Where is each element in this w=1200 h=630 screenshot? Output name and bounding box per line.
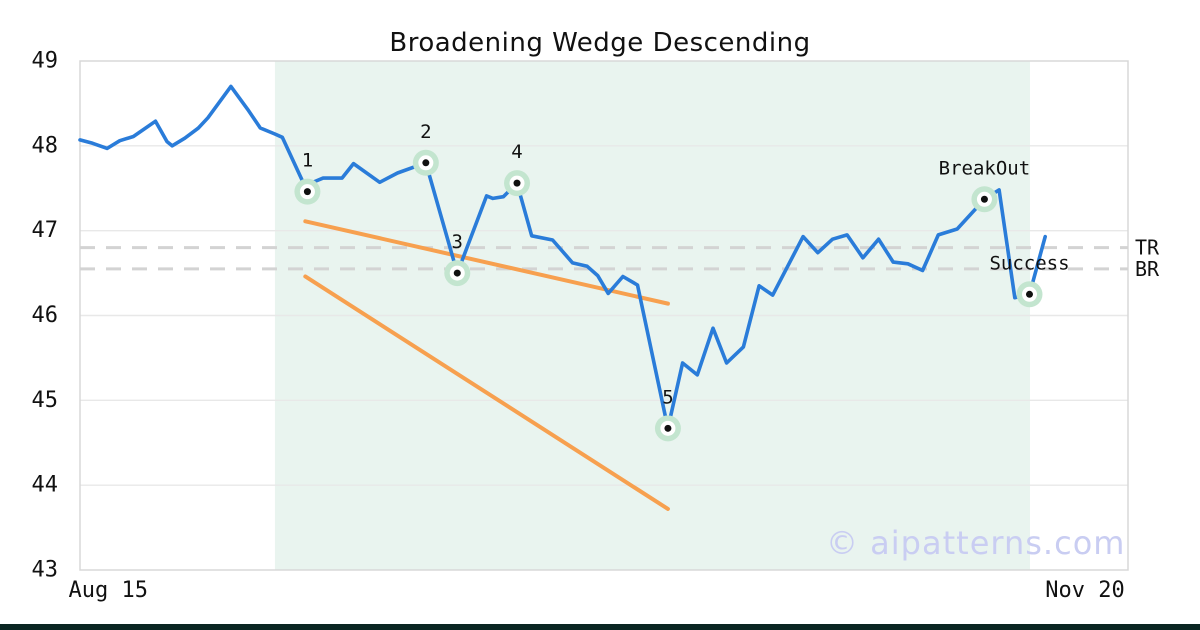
y-tick-label: 45 (32, 388, 59, 413)
y-tick-label: 43 (32, 558, 59, 583)
lower-wedge-line (303, 274, 670, 511)
y-tick-label: 47 (32, 218, 59, 243)
x-tick-label: Aug 15 (69, 578, 148, 603)
marker-dot (513, 179, 521, 187)
bottom-accent-bar (0, 624, 1200, 630)
watermark: © aipatterns.com (826, 524, 1126, 562)
y-tick-label: 49 (32, 49, 59, 74)
level-label-tr: TR (1135, 236, 1160, 260)
level-label-br: BR (1135, 257, 1160, 281)
y-tick-label: 44 (32, 473, 59, 498)
marker-label-3: 3 (452, 231, 463, 253)
plot-border (79, 60, 1129, 571)
marker-dot (980, 195, 988, 203)
y-tick-label: 46 (32, 303, 59, 328)
marker-dot (422, 159, 430, 167)
marker-label-success: Success (989, 252, 1069, 274)
marker-label-1: 1 (302, 150, 313, 172)
marker-dot (664, 424, 672, 432)
price-line (78, 84, 1047, 431)
y-tick-label: 48 (32, 133, 59, 158)
marker-label-5: 5 (662, 386, 673, 408)
marker-dot (1025, 290, 1033, 298)
marker-dot (303, 188, 311, 196)
marker-label-breakout: BreakOut (939, 157, 1031, 179)
x-tick-label: Nov 20 (1045, 578, 1124, 603)
marker-dot (453, 269, 461, 277)
marker-label-4: 4 (511, 141, 522, 163)
chart-title: Broadening Wedge Descending (389, 28, 811, 58)
marker-label-2: 2 (420, 121, 431, 143)
